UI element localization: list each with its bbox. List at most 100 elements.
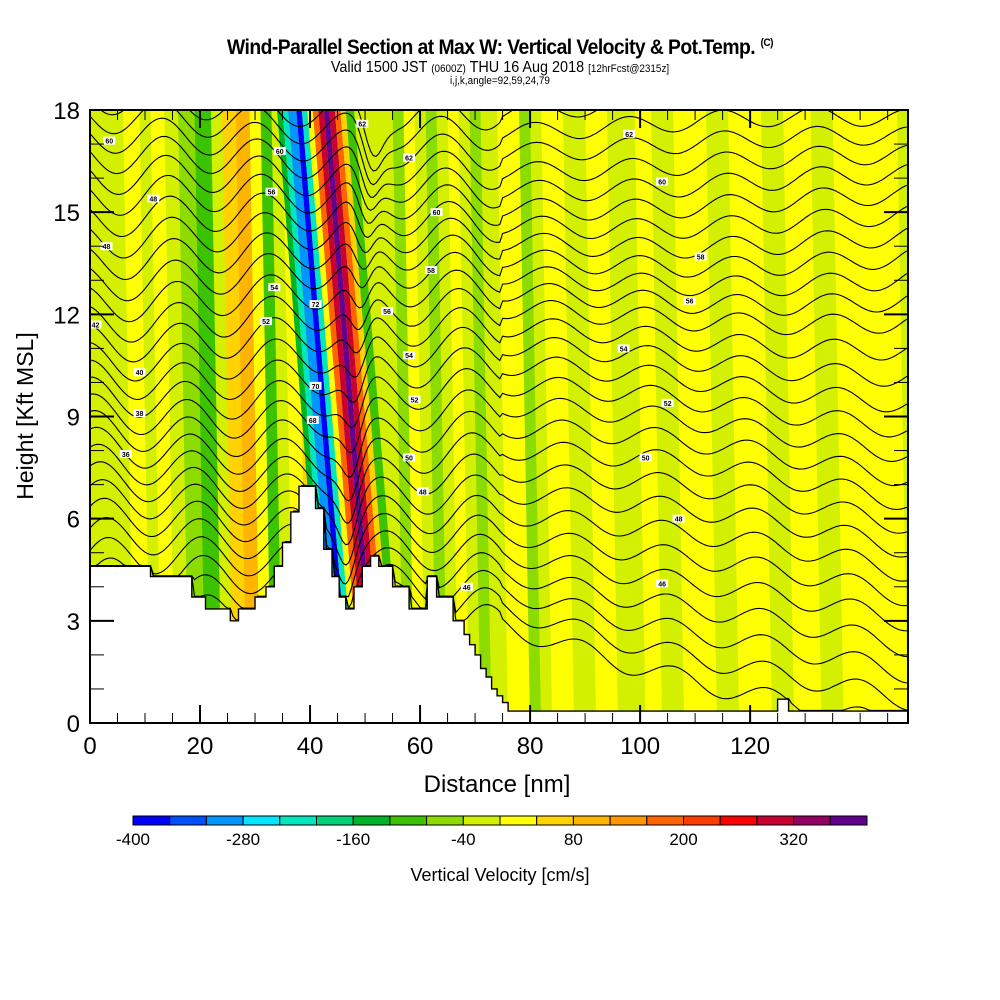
x-tick-label: 0: [83, 733, 96, 760]
contour-label-text: 54: [270, 285, 278, 292]
contour-label-text: 52: [262, 319, 270, 326]
contour-label-bg: [103, 136, 116, 145]
colorbar-segment: [132, 815, 171, 826]
contour-label: 40: [133, 368, 146, 377]
contour-label-text: 40: [136, 370, 144, 377]
contour-label: 38: [133, 409, 146, 418]
isentrope-line: [90, 117, 907, 186]
w-band: [634, 110, 663, 723]
isentrope-line: [90, 269, 908, 323]
contour-label-bg: [381, 306, 394, 315]
colorbar-segment: [499, 815, 538, 826]
contour-label: 56: [683, 296, 696, 306]
contour-label-text: 48: [419, 489, 427, 496]
contour-label: 48: [147, 194, 160, 204]
isentrope-line: [90, 368, 908, 438]
contour-label-text: 68: [309, 418, 317, 425]
isentrope-line: [90, 485, 908, 711]
isentrope-line: [90, 485, 907, 658]
contour-label: 60: [273, 146, 286, 156]
colorbar-segment: [719, 815, 758, 826]
contour-label-bg: [408, 395, 421, 404]
contour-label-text: 58: [427, 268, 435, 275]
contour-label: 54: [617, 344, 630, 353]
contour-label-text: 50: [405, 455, 413, 462]
isentrope-line: [90, 110, 907, 172]
contour-label: 58: [425, 266, 438, 275]
contour-label: 56: [381, 306, 394, 316]
contour-label-text: 56: [383, 309, 391, 316]
contour-label-bg: [119, 449, 132, 458]
chart-indices: i,j,k,angle=92,59,24,79: [450, 75, 550, 87]
isentrope-line: [99, 110, 679, 158]
colorbar-segment: [536, 815, 574, 826]
contour-label-bg: [656, 579, 669, 588]
subtitle-forecast: [12hrFcst@2315z]: [588, 63, 670, 75]
contour-label: 62: [623, 129, 636, 139]
contour-label-text: 48: [103, 244, 111, 251]
w-band: [301, 110, 357, 723]
contour-label-bg: [133, 368, 146, 377]
contour-label-bg: [656, 177, 669, 186]
contour-label: 56: [265, 187, 278, 197]
colorbar-tick-label: 320: [779, 830, 807, 849]
colorbar-tick-label: -400: [116, 830, 150, 849]
w-band: [318, 110, 374, 723]
colorbar-segment: [426, 815, 464, 826]
colorbar-segment: [316, 815, 354, 826]
isentrope-line: [90, 485, 907, 711]
y-axis-label: Height [Kft MSL]: [12, 332, 38, 499]
colorbar-segment: [205, 815, 244, 826]
subtitle-utc: (0600Z): [431, 63, 466, 75]
contour-label-bg: [268, 283, 281, 292]
terrain-mask: [89, 485, 909, 724]
isentrope-line: [90, 287, 908, 343]
x-tick-label: 120: [730, 733, 770, 760]
w-band: [519, 110, 542, 723]
colorbar-segment: [829, 815, 868, 826]
w-band: [728, 110, 773, 723]
contour-label-bg: [403, 153, 416, 162]
w-band: [480, 110, 509, 723]
contour-label-text: 54: [620, 346, 628, 353]
contour-label-text: 46: [463, 585, 471, 592]
colorbar-segment: [389, 815, 428, 826]
contour-label-text: 70: [312, 384, 320, 391]
isentrope-line: [90, 426, 908, 510]
contour-label-bg: [694, 252, 707, 261]
isentrope-line: [90, 251, 908, 302]
isentrope-line: [90, 307, 908, 363]
isentrope-line: [90, 461, 907, 558]
terrain-profile: [89, 485, 909, 724]
contour-label-bg: [425, 266, 438, 275]
contour-label-text: 52: [664, 401, 672, 408]
contour-label: 62: [403, 153, 416, 163]
w-band: [810, 110, 844, 723]
contour-label-bg: [623, 129, 636, 138]
contour-label-bg: [147, 194, 160, 203]
isentrope-line: [90, 192, 908, 243]
contour-label-bg: [639, 453, 652, 462]
contour-label: 70: [309, 381, 322, 391]
contour-label-bg: [661, 398, 674, 407]
contour-label-text: 60: [105, 139, 113, 146]
potential-temperature-contours: [90, 110, 908, 711]
isentrope-line: [90, 173, 908, 226]
colorbar-segment: [683, 815, 721, 826]
y-tick-label: 9: [67, 405, 80, 432]
w-band: [164, 110, 190, 723]
contour-label: 50: [403, 453, 416, 462]
contour-label-bg: [356, 119, 369, 128]
contour-label-text: 52: [411, 397, 419, 404]
w-band: [436, 110, 459, 723]
contour-label-text: 48: [675, 517, 683, 524]
colorbar-tick-label: 200: [669, 830, 697, 849]
contour-label-bg: [430, 208, 443, 217]
contour-labels: 60 48 48 42 40 38 36 60 56 54 52 72 70 68 62 62 60 58 56 54…: [90, 119, 707, 592]
contour-label-text: 60: [433, 210, 441, 217]
colorbar-segment: [279, 815, 317, 826]
w-band: [235, 110, 261, 723]
colorbar-segment: [169, 815, 207, 826]
isentrope-line: [90, 485, 907, 607]
contour-label: 48: [672, 514, 685, 524]
